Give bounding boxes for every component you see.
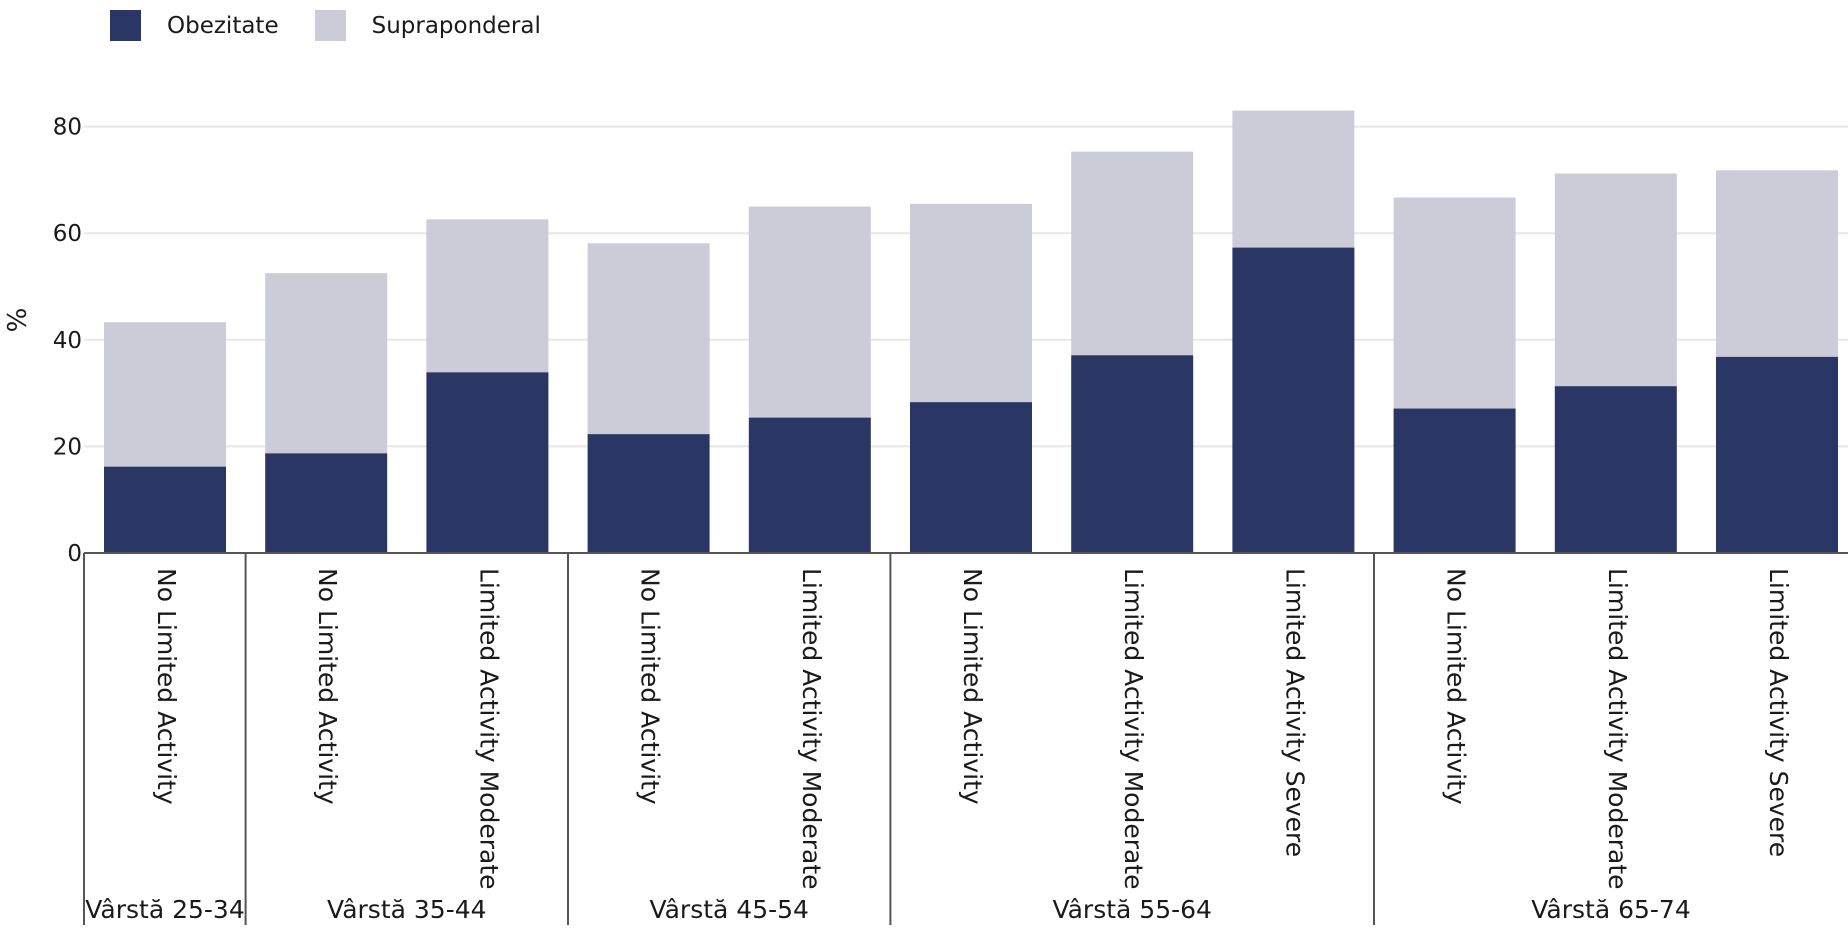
y-tick-label: 20 xyxy=(53,434,82,460)
legend-swatch-obezitate xyxy=(110,10,141,41)
bar-obezitate xyxy=(1071,355,1194,553)
y-tick-label: 40 xyxy=(53,328,82,354)
x-tick-label: Limited Activity Moderate xyxy=(1119,568,1148,890)
y-tick-label: 0 xyxy=(67,541,82,567)
bar-supraponderal xyxy=(265,273,388,454)
x-tick-label: No Limited Activity xyxy=(636,568,665,805)
x-tick-label: No Limited Activity xyxy=(958,568,987,805)
group-label: Vârstă 25-34 xyxy=(85,895,245,924)
bar-supraponderal xyxy=(104,322,226,467)
bar-supraponderal xyxy=(587,243,710,435)
x-tick-label: Limited Activity Severe xyxy=(1280,568,1309,857)
bar-obezitate xyxy=(910,402,1032,553)
bar-supraponderal xyxy=(1232,110,1355,248)
bar-supraponderal xyxy=(1716,170,1838,357)
bar-supraponderal xyxy=(426,219,549,373)
bar-supraponderal xyxy=(910,203,1032,403)
bar-obezitate xyxy=(1393,408,1516,553)
x-tick-label: Limited Activity Moderate xyxy=(1603,568,1632,890)
bar-supraponderal xyxy=(1071,151,1194,356)
y-tick-label: 80 xyxy=(53,115,82,141)
bar-obezitate xyxy=(426,372,549,553)
bar-obezitate xyxy=(104,466,226,553)
x-tick-label: Limited Activity Severe xyxy=(1764,568,1793,857)
bar-obezitate xyxy=(265,453,388,553)
legend-swatch-supraponderal xyxy=(314,10,346,41)
x-tick-label: No Limited Activity xyxy=(152,568,181,805)
group-label: Vârstă 35-44 xyxy=(327,895,487,924)
legend-item-supraponderal[interactable]: Supraponderal xyxy=(314,10,541,41)
bar-supraponderal xyxy=(748,206,871,418)
legend-label-supraponderal: Supraponderal xyxy=(371,12,541,39)
chart-legend: Obezitate Supraponderal xyxy=(110,10,577,41)
bar-obezitate xyxy=(1716,356,1838,553)
bar-supraponderal xyxy=(1554,173,1677,387)
x-tick-label: Limited Activity Moderate xyxy=(474,568,503,890)
bar-obezitate xyxy=(587,434,710,553)
legend-item-obezitate[interactable]: Obezitate xyxy=(110,10,279,41)
bar-obezitate xyxy=(748,417,871,553)
bar-obezitate xyxy=(1554,386,1677,553)
y-tick-label: 60 xyxy=(53,221,82,247)
legend-label-obezitate: Obezitate xyxy=(167,12,279,39)
x-tick-label: No Limited Activity xyxy=(1442,568,1471,805)
y-axis-title: % xyxy=(3,308,33,333)
group-label: Vârstă 55-64 xyxy=(1052,895,1212,924)
x-tick-label: Limited Activity Moderate xyxy=(797,568,826,890)
group-label: Vârstă 45-54 xyxy=(649,895,809,924)
group-label: Vârstă 65-74 xyxy=(1531,895,1691,924)
x-tick-label: No Limited Activity xyxy=(313,568,342,805)
bar-supraponderal xyxy=(1393,197,1516,409)
bar-obezitate xyxy=(1232,247,1355,553)
